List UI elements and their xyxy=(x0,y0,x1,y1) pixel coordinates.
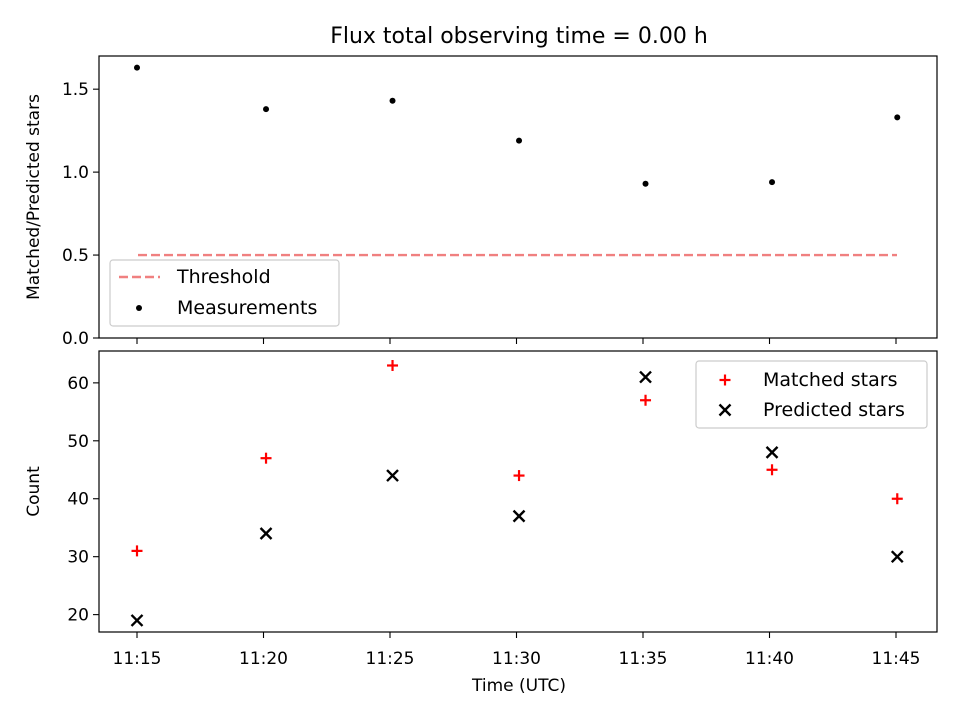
x-tick-label: 11:15 xyxy=(113,649,162,669)
top-axes: 0.0 0.5 1.0 1.5 Matched/Predicted stars Thres… xyxy=(24,55,938,349)
data-point xyxy=(765,446,779,459)
bottom-axes: 20 30 40 50 60 Count 11:15 11:20 11:25 11:30 11:35… xyxy=(24,350,938,696)
data-point xyxy=(263,106,270,113)
axes-frame xyxy=(98,55,938,339)
x-tick-label: 11:20 xyxy=(239,649,288,669)
data-point xyxy=(640,394,652,406)
legend-bottom: Matched stars Predicted stars xyxy=(695,360,928,429)
x-tick-label: 11:25 xyxy=(366,649,415,669)
data-point xyxy=(259,527,273,540)
x-tick-label: 11:45 xyxy=(872,649,921,669)
data-point xyxy=(890,550,904,564)
legend-top: Threshold Measurements xyxy=(109,259,340,327)
y-tick-label: 0.5 xyxy=(62,246,89,266)
data-point xyxy=(639,370,652,384)
y-tick-label: 60 xyxy=(67,374,89,394)
legend-label: Threshold xyxy=(176,266,271,288)
chart-title: Flux total observing time = 0.00 h xyxy=(330,24,708,49)
legend-swatch-predicted xyxy=(718,403,732,417)
legend-label: Measurements xyxy=(177,297,317,319)
y-tick-label: 1.5 xyxy=(62,80,89,100)
legend-label: Matched stars xyxy=(763,369,897,391)
data-point xyxy=(260,452,272,464)
data-point xyxy=(389,97,396,104)
x-tick-label: 11:40 xyxy=(745,649,794,669)
legend-label: Predicted stars xyxy=(763,399,905,421)
data-point xyxy=(894,114,901,121)
x-axis-label: Time (UTC) xyxy=(471,676,566,696)
y-tick-label: 0.0 xyxy=(62,329,89,349)
data-point xyxy=(891,493,903,505)
legend-swatch-measurements xyxy=(136,305,142,311)
y-axis-label: Matched/Predicted stars xyxy=(24,94,44,300)
data-point xyxy=(131,545,143,557)
series-matched-stars xyxy=(131,359,903,557)
data-point xyxy=(642,180,649,187)
data-point xyxy=(769,179,776,186)
data-point xyxy=(766,464,778,476)
y-axis-label: Count xyxy=(24,466,44,517)
axes-frame xyxy=(98,350,938,633)
x-tick-label: 11:30 xyxy=(492,649,541,669)
data-point xyxy=(386,469,399,482)
data-point xyxy=(516,137,523,144)
data-point xyxy=(134,64,140,71)
y-tick-label: 30 xyxy=(67,548,89,568)
data-point xyxy=(512,509,526,523)
legend-box xyxy=(109,259,340,327)
data-point xyxy=(130,614,144,627)
series-measurements xyxy=(134,64,901,187)
y-tick-label: 1.0 xyxy=(62,163,89,183)
y-tick-label: 50 xyxy=(67,432,89,452)
data-point xyxy=(387,359,399,371)
legend-box xyxy=(695,360,928,429)
x-tick-label: 11:35 xyxy=(619,649,668,669)
data-point xyxy=(513,470,525,482)
series-predicted-stars xyxy=(130,370,904,627)
y-tick-label: 40 xyxy=(67,490,89,510)
y-tick-label: 20 xyxy=(67,606,89,626)
